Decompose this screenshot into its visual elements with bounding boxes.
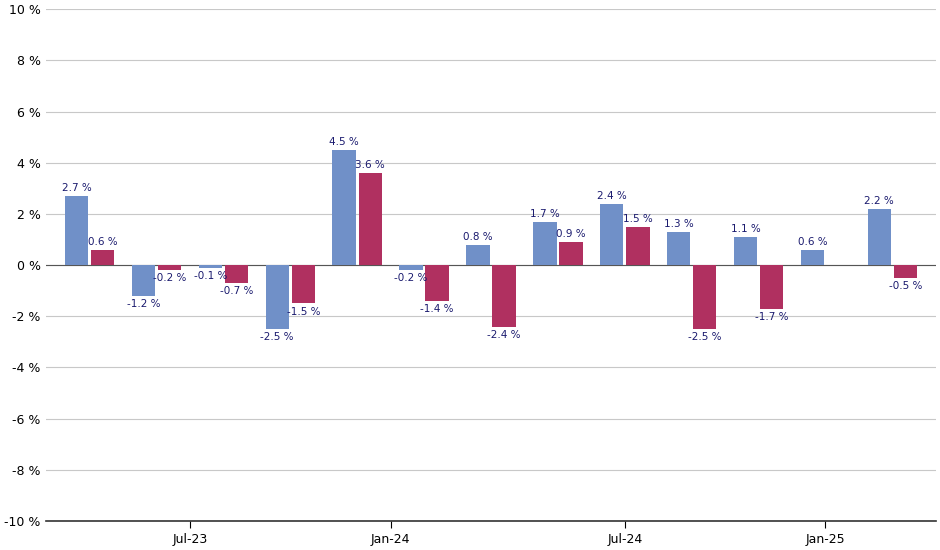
Bar — [291, 265, 315, 304]
Text: 0.9 %: 0.9 % — [556, 229, 586, 239]
Text: -0.2 %: -0.2 % — [153, 273, 186, 283]
Bar — [400, 265, 423, 270]
Text: 0.8 %: 0.8 % — [463, 232, 493, 241]
Text: -0.7 %: -0.7 % — [220, 286, 253, 296]
Text: 2.7 %: 2.7 % — [62, 183, 91, 193]
Bar — [225, 265, 248, 283]
Bar — [734, 237, 758, 265]
Text: -1.5 %: -1.5 % — [287, 306, 320, 317]
Bar — [801, 250, 824, 265]
Bar — [265, 265, 289, 329]
Text: 4.5 %: 4.5 % — [329, 137, 359, 147]
Text: -0.1 %: -0.1 % — [194, 271, 227, 281]
Text: -1.2 %: -1.2 % — [127, 299, 160, 309]
Bar — [666, 232, 690, 265]
Bar — [693, 265, 716, 329]
Text: 1.5 %: 1.5 % — [623, 213, 652, 224]
Text: -1.4 %: -1.4 % — [420, 304, 454, 314]
Bar — [760, 265, 783, 309]
Bar — [65, 196, 88, 265]
Text: -2.5 %: -2.5 % — [688, 332, 722, 342]
Text: 1.1 %: 1.1 % — [730, 224, 760, 234]
Bar — [466, 245, 490, 265]
Text: -2.4 %: -2.4 % — [487, 329, 521, 339]
Text: -0.2 %: -0.2 % — [395, 273, 428, 283]
Text: 1.7 %: 1.7 % — [530, 208, 559, 218]
Bar — [91, 250, 115, 265]
Bar — [426, 265, 448, 301]
Text: -2.5 %: -2.5 % — [260, 332, 294, 342]
Text: 0.6 %: 0.6 % — [798, 236, 827, 246]
Text: -1.7 %: -1.7 % — [755, 312, 789, 322]
Bar — [626, 227, 650, 265]
Bar — [868, 209, 891, 265]
Text: -0.5 %: -0.5 % — [888, 281, 922, 291]
Text: 2.2 %: 2.2 % — [865, 196, 894, 206]
Bar — [600, 204, 623, 265]
Text: 3.6 %: 3.6 % — [355, 160, 385, 170]
Bar — [198, 265, 222, 268]
Bar — [333, 150, 356, 265]
Text: 1.3 %: 1.3 % — [664, 219, 694, 229]
Bar — [132, 265, 155, 296]
Bar — [358, 173, 382, 265]
Bar — [894, 265, 917, 278]
Text: 0.6 %: 0.6 % — [87, 236, 118, 246]
Bar — [493, 265, 516, 327]
Bar — [158, 265, 181, 270]
Bar — [533, 222, 556, 265]
Text: 2.4 %: 2.4 % — [597, 191, 627, 201]
Bar — [559, 242, 583, 265]
